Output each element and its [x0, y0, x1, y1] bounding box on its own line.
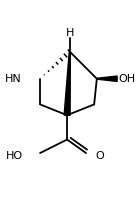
Text: H: H [66, 28, 74, 38]
Text: O: O [95, 151, 104, 161]
Text: HO: HO [5, 151, 23, 161]
Text: HN: HN [4, 74, 21, 84]
Polygon shape [64, 52, 70, 115]
Text: OH: OH [118, 74, 136, 84]
Polygon shape [97, 76, 117, 81]
